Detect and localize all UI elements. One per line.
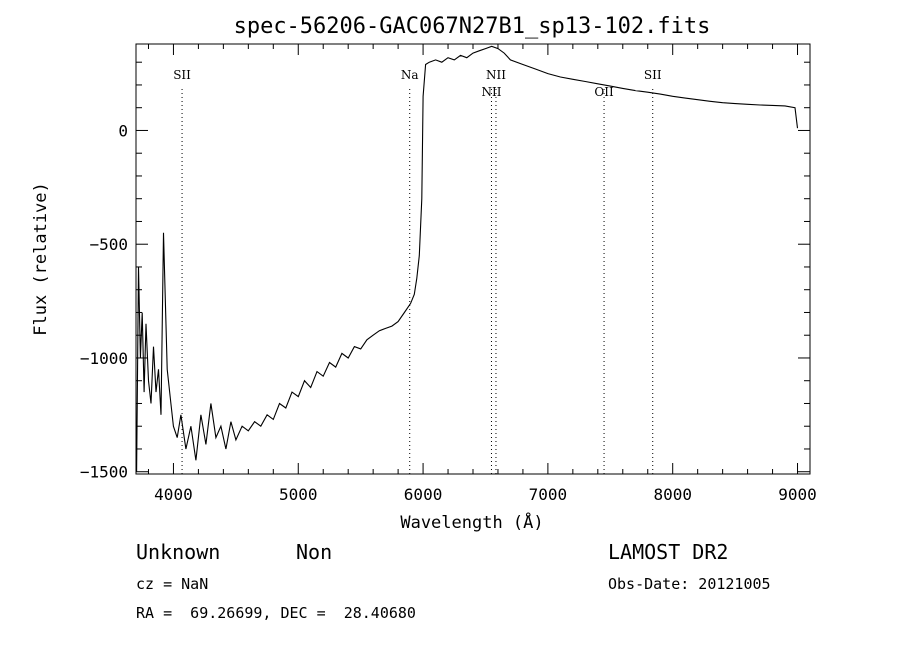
reference-line-label: SII [173, 68, 191, 82]
x-axis-ticks: 4000 5000 6000 7000 8000 9000 [147, 44, 817, 504]
chart-title: spec-56206-GAC067N27B1_sp13-102.fits [234, 14, 711, 39]
obs-date-label: Obs-Date: 20121005 [608, 575, 771, 593]
y-tick-label: 0 [118, 121, 128, 140]
survey-label: LAMOST DR2 [608, 540, 729, 564]
y-axis-label: Flux (relative) [31, 182, 51, 336]
reference-line-label: NII [486, 68, 506, 82]
x-tick-label: 5000 [279, 485, 318, 504]
y-tick-label: −1000 [80, 349, 128, 368]
subclass-label: Non [296, 540, 333, 564]
coordinates-label: RA = 69.26699, DEC = 28.40680 [136, 604, 416, 622]
y-tick-label: −1500 [80, 463, 128, 482]
y-tick-label: −500 [89, 235, 128, 254]
x-tick-label: 8000 [653, 485, 692, 504]
class-label: Unknown [136, 540, 221, 564]
reference-line-label: OII [594, 85, 614, 99]
x-tick-label: 9000 [778, 485, 817, 504]
x-tick-label: 6000 [404, 485, 443, 504]
plot-frame [135, 43, 811, 475]
y-axis-ticks: 0 −500 −1000 −1500 [80, 61, 810, 482]
reference-lines: SII Na NII NII OII SII [173, 68, 662, 474]
x-axis-label: Wavelength (Å) [400, 511, 543, 533]
reference-line-label: NII [481, 85, 501, 99]
x-tick-label: 7000 [529, 485, 568, 504]
redshift-label: cz = NaN [136, 575, 209, 593]
x-tick-label: 4000 [154, 485, 193, 504]
spectrum-line [136, 45, 799, 472]
reference-line-label: SII [644, 68, 662, 82]
reference-line-label: Na [401, 68, 419, 82]
